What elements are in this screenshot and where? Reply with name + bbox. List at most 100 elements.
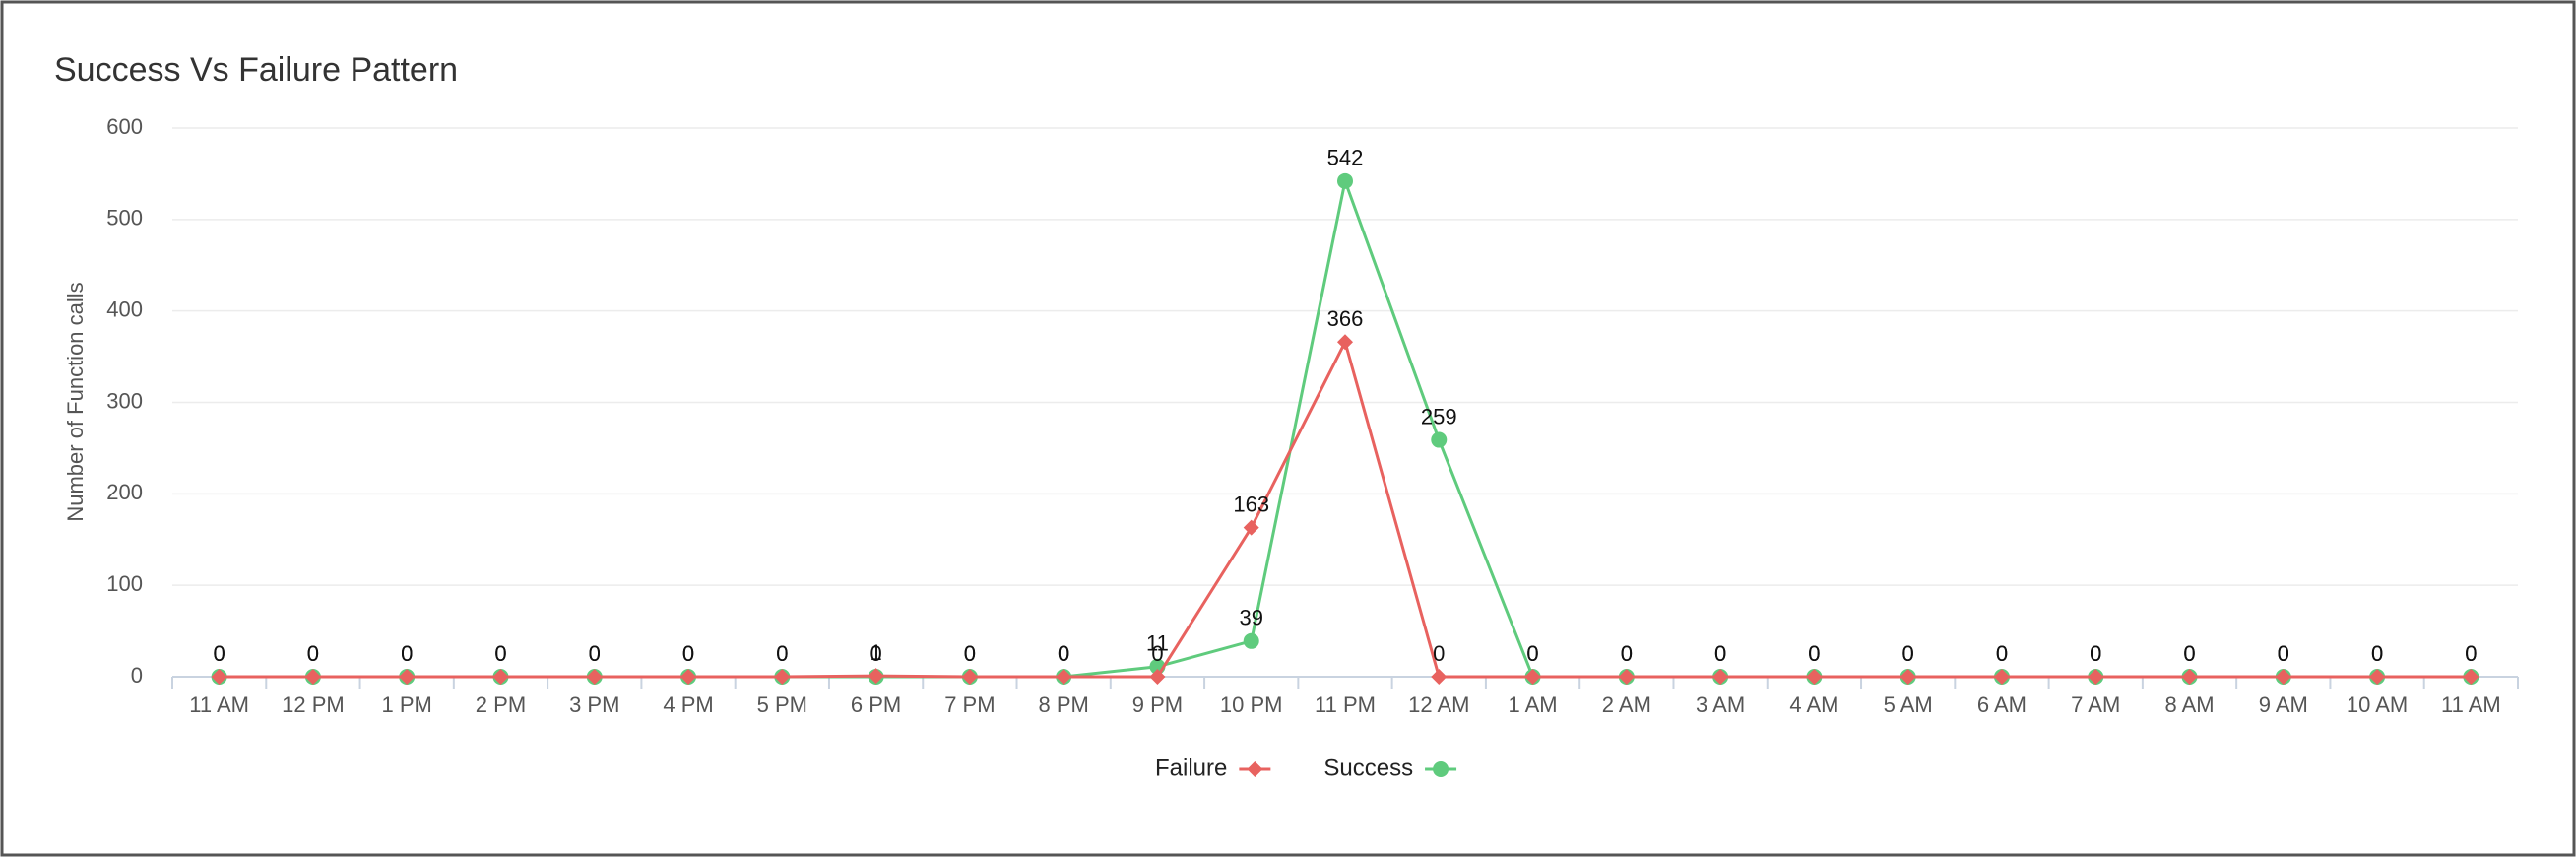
legend-marker — [1433, 761, 1449, 777]
data-point — [1431, 431, 1448, 448]
data-label: 0 — [682, 641, 694, 666]
data-point — [2088, 669, 2104, 685]
data-point — [2463, 669, 2479, 685]
data-point — [680, 669, 697, 685]
data-label: 0 — [1996, 641, 2008, 666]
data-label: 0 — [2183, 641, 2195, 666]
data-label: 0 — [1433, 641, 1445, 666]
x-tick-label: 11 AM — [189, 692, 249, 717]
data-point — [774, 669, 791, 685]
data-label: 0 — [869, 641, 881, 666]
y-tick-label: 600 — [106, 114, 143, 139]
legend-label: Success — [1323, 755, 1413, 781]
data-label: 0 — [307, 641, 319, 666]
x-tick-label: 3 PM — [569, 692, 619, 717]
x-tick-label: 5 PM — [757, 692, 807, 717]
data-point — [1806, 669, 1823, 685]
data-point — [1243, 632, 1259, 649]
x-tick-label: 9 AM — [2259, 692, 2308, 717]
data-point — [304, 669, 321, 685]
data-point — [1337, 172, 1353, 189]
x-tick-label: 12 AM — [1408, 692, 1469, 717]
data-label: 0 — [494, 641, 506, 666]
data-label: 0 — [1808, 641, 1820, 666]
data-point — [1149, 669, 1166, 685]
data-point — [1243, 519, 1259, 536]
legend-marker — [1247, 761, 1263, 777]
data-point — [1618, 669, 1635, 685]
data-label: 259 — [1421, 404, 1457, 428]
x-tick-label: 8 PM — [1038, 692, 1088, 717]
x-tick-label: 10 AM — [2347, 692, 2408, 717]
data-label: 11 — [1146, 631, 1169, 656]
data-label: 0 — [1526, 641, 1538, 666]
data-label: 0 — [964, 641, 976, 666]
x-tick-label: 7 AM — [2071, 692, 2120, 717]
x-tick-label: 8 AM — [2164, 692, 2214, 717]
data-label: 0 — [682, 641, 694, 666]
data-label: 0 — [1996, 641, 2008, 666]
data-label: 0 — [1902, 641, 1914, 666]
data-label: 163 — [1233, 492, 1269, 516]
data-label: 0 — [401, 641, 413, 666]
x-tick-label: 3 AM — [1696, 692, 1745, 717]
data-label: 0 — [1151, 641, 1163, 666]
data-point — [399, 669, 416, 685]
x-tick-label: 4 AM — [1789, 692, 1838, 717]
data-point — [1900, 669, 1916, 685]
data-label: 0 — [964, 641, 976, 666]
x-tick-label: 1 AM — [1508, 692, 1557, 717]
data-label: 0 — [589, 641, 601, 666]
data-point — [211, 669, 227, 685]
data-point — [1337, 334, 1353, 351]
data-label: 0 — [1714, 641, 1726, 666]
data-label: 1 — [869, 640, 881, 665]
x-tick-label: 2 AM — [1602, 692, 1651, 717]
data-label: 0 — [2371, 641, 2383, 666]
y-tick-label: 300 — [106, 388, 143, 413]
x-tick-label: 11 AM — [2441, 692, 2501, 717]
x-tick-label: 10 PM — [1220, 692, 1283, 717]
data-point — [586, 669, 603, 685]
x-tick-label: 1 PM — [382, 692, 432, 717]
data-label: 0 — [2090, 641, 2101, 666]
x-tick-label: 6 PM — [851, 692, 901, 717]
data-label: 0 — [1058, 641, 1069, 666]
data-point — [1056, 669, 1072, 685]
data-point — [2275, 669, 2291, 685]
data-label: 0 — [589, 641, 601, 666]
y-tick-label: 400 — [106, 297, 143, 321]
x-tick-label: 12 PM — [282, 692, 345, 717]
data-label: 0 — [2278, 641, 2289, 666]
data-point — [868, 668, 884, 685]
data-label: 39 — [1239, 606, 1262, 630]
data-label: 0 — [1526, 641, 1538, 666]
y-axis-label: Number of Function calls — [63, 282, 88, 521]
data-point — [492, 669, 509, 685]
data-label: 0 — [1621, 641, 1633, 666]
data-label: 542 — [1327, 146, 1364, 170]
data-label: 366 — [1327, 306, 1364, 331]
data-label: 0 — [2278, 641, 2289, 666]
x-tick-label: 4 PM — [663, 692, 713, 717]
x-tick-label: 7 PM — [944, 692, 995, 717]
data-point — [1524, 669, 1541, 685]
legend-label: Failure — [1155, 755, 1227, 781]
x-tick-label: 5 AM — [1884, 692, 1933, 717]
data-point — [2181, 669, 2198, 685]
data-point — [961, 669, 978, 685]
x-tick-label: 2 PM — [476, 692, 526, 717]
data-label: 0 — [1621, 641, 1633, 666]
data-label: 0 — [1808, 641, 1820, 666]
y-tick-label: 100 — [106, 571, 143, 596]
data-label: 0 — [214, 641, 225, 666]
data-label: 0 — [1714, 641, 1726, 666]
data-label: 0 — [1902, 641, 1914, 666]
data-label: 0 — [401, 641, 413, 666]
data-label: 0 — [307, 641, 319, 666]
y-tick-label: 200 — [106, 480, 143, 504]
x-tick-label: 11 PM — [1315, 692, 1376, 717]
chart-title: Success Vs Failure Pattern — [54, 51, 458, 89]
